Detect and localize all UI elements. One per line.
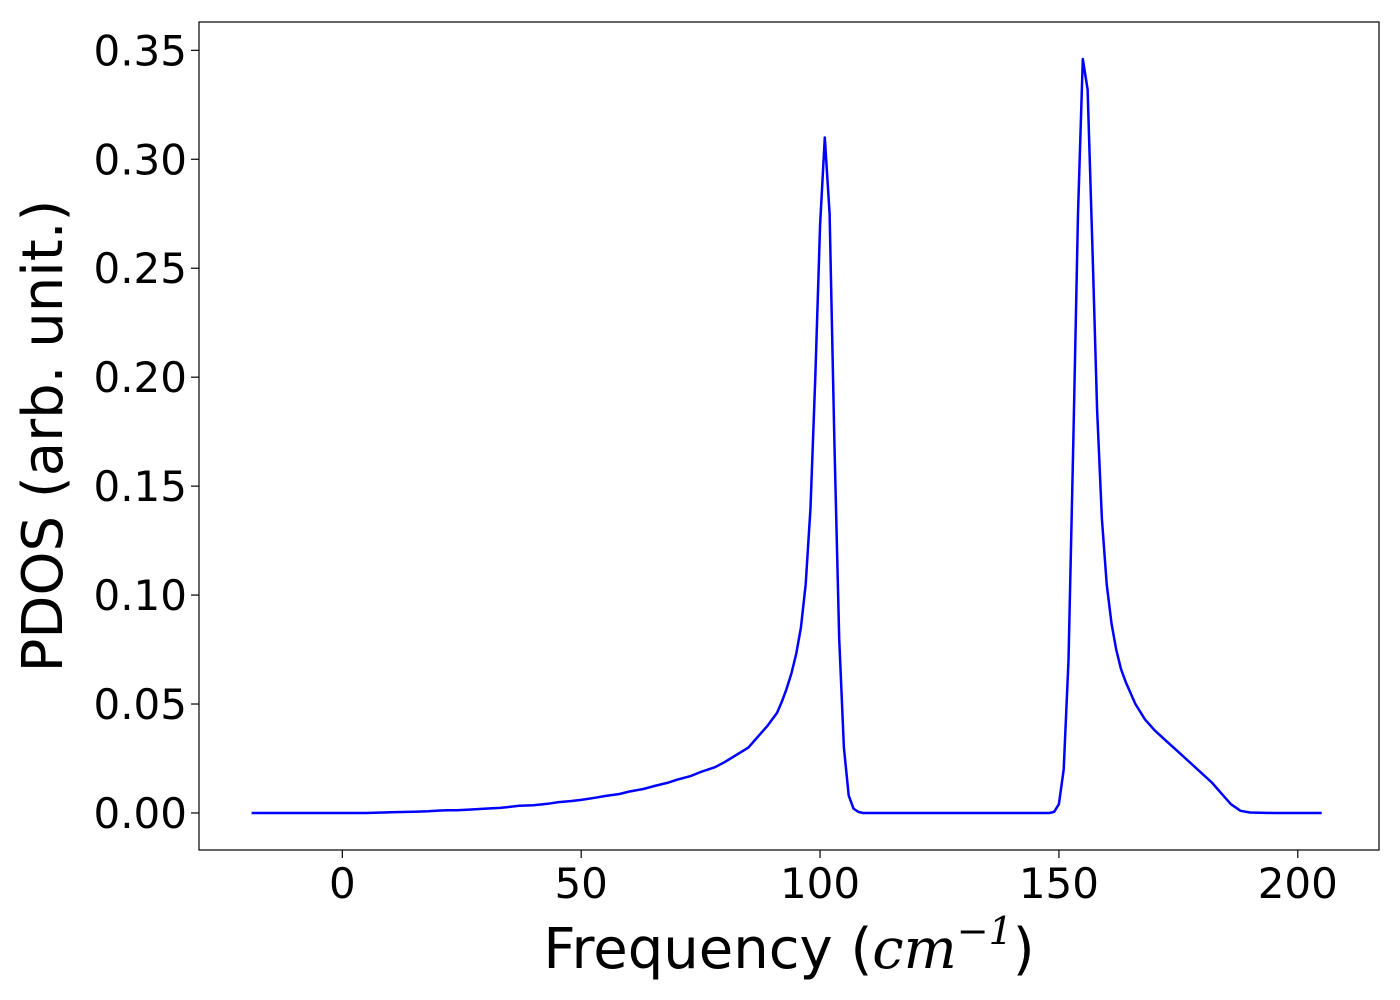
plot-background — [199, 22, 1379, 850]
y-tick-label: 0.20 — [93, 353, 187, 402]
x-tick-label: 0 — [329, 859, 356, 908]
x-tick-label: 200 — [1258, 859, 1338, 908]
x-axis-label: Frequency (cm−1) — [543, 909, 1034, 982]
y-tick-label: 0.00 — [93, 789, 187, 838]
x-tick-label: 150 — [1019, 859, 1099, 908]
y-tick-label: 0.25 — [93, 244, 187, 293]
plot-frame — [198, 21, 1380, 851]
x-axis-label-unit: cm — [872, 917, 956, 982]
pdos-series-line — [251, 57, 1322, 815]
y-tick-label: 0.10 — [93, 571, 187, 620]
x-tick-label: 100 — [780, 859, 860, 908]
y-tick-label: 0.15 — [93, 462, 187, 511]
y-tick-label: 0.35 — [93, 26, 187, 75]
x-axis-ticks: 0 50 100 150 200 — [329, 850, 1338, 908]
y-tick-label: 0.30 — [93, 135, 187, 184]
x-tick-label: 50 — [554, 859, 607, 908]
x-axis-label-suffix: ) — [1013, 917, 1035, 982]
x-axis-label-prefix: Frequency ( — [543, 917, 872, 982]
y-axis-label: PDOS (arb. unit.) — [11, 200, 76, 673]
y-tick-label: 0.05 — [93, 680, 187, 729]
y-axis-ticks: 0.00 0.05 0.10 0.15 0.20 0.25 0.30 0.35 — [93, 26, 199, 838]
x-axis-label-unit-exponent: −1 — [957, 909, 1013, 953]
